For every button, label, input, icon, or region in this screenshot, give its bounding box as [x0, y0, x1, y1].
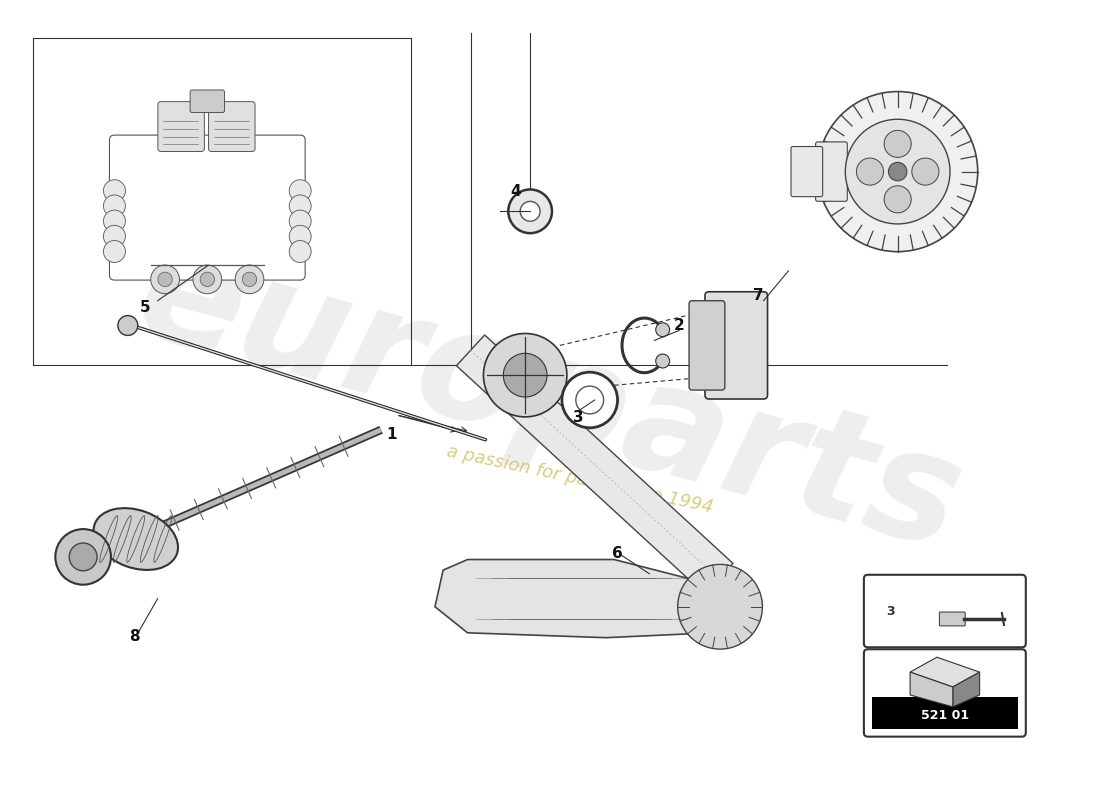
- Circle shape: [242, 272, 256, 286]
- Circle shape: [884, 186, 911, 213]
- Circle shape: [289, 226, 311, 247]
- FancyBboxPatch shape: [190, 90, 224, 113]
- Circle shape: [483, 334, 566, 417]
- Circle shape: [289, 210, 311, 232]
- Circle shape: [289, 180, 311, 202]
- FancyBboxPatch shape: [791, 146, 823, 197]
- FancyBboxPatch shape: [864, 574, 1026, 647]
- Circle shape: [656, 354, 670, 368]
- Circle shape: [912, 158, 939, 185]
- FancyBboxPatch shape: [689, 301, 725, 390]
- Circle shape: [889, 162, 906, 181]
- Circle shape: [103, 241, 125, 262]
- Circle shape: [69, 543, 97, 571]
- Circle shape: [562, 372, 617, 428]
- Circle shape: [103, 180, 125, 202]
- Circle shape: [845, 119, 950, 224]
- Circle shape: [192, 265, 222, 294]
- Text: 3: 3: [572, 410, 583, 426]
- Text: europarts: europarts: [123, 218, 977, 582]
- Text: 7: 7: [754, 288, 763, 303]
- Text: 2: 2: [674, 318, 684, 333]
- Circle shape: [508, 190, 552, 233]
- Text: 521 01: 521 01: [921, 709, 969, 722]
- FancyBboxPatch shape: [864, 650, 1026, 737]
- Polygon shape: [910, 672, 953, 707]
- Polygon shape: [434, 559, 728, 638]
- Text: 5: 5: [140, 300, 150, 315]
- Circle shape: [817, 91, 978, 252]
- FancyBboxPatch shape: [939, 612, 965, 626]
- Circle shape: [103, 226, 125, 247]
- FancyBboxPatch shape: [158, 102, 205, 151]
- FancyBboxPatch shape: [705, 292, 768, 399]
- Circle shape: [151, 265, 179, 294]
- Circle shape: [289, 241, 311, 262]
- FancyBboxPatch shape: [815, 142, 847, 202]
- Text: 4: 4: [510, 184, 520, 199]
- Ellipse shape: [94, 508, 178, 570]
- Text: 3: 3: [886, 605, 894, 618]
- Polygon shape: [953, 672, 980, 707]
- Circle shape: [656, 322, 670, 337]
- Circle shape: [103, 195, 125, 217]
- Circle shape: [235, 265, 264, 294]
- Circle shape: [55, 529, 111, 585]
- FancyBboxPatch shape: [110, 135, 305, 280]
- Circle shape: [520, 202, 540, 222]
- Text: 1: 1: [386, 427, 396, 442]
- Circle shape: [678, 565, 762, 649]
- Text: 6: 6: [613, 546, 623, 562]
- Text: 8: 8: [130, 629, 140, 644]
- Circle shape: [158, 272, 173, 286]
- Circle shape: [118, 315, 138, 335]
- Circle shape: [103, 210, 125, 232]
- Circle shape: [857, 158, 883, 185]
- Circle shape: [289, 195, 311, 217]
- Circle shape: [575, 386, 604, 414]
- Circle shape: [884, 130, 911, 158]
- Circle shape: [504, 354, 547, 397]
- Circle shape: [200, 272, 214, 286]
- Polygon shape: [456, 335, 733, 594]
- Text: a passion for parts since 1994: a passion for parts since 1994: [446, 442, 715, 517]
- FancyBboxPatch shape: [209, 102, 255, 151]
- Polygon shape: [910, 658, 980, 687]
- Bar: [872, 697, 1018, 729]
